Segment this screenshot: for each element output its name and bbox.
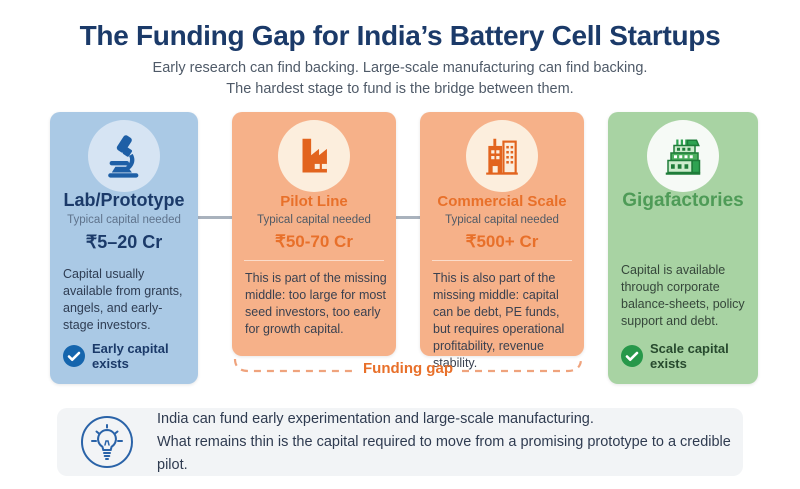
microscope-icon [88, 120, 160, 192]
card-divider [244, 260, 384, 261]
buildings-icon [466, 120, 538, 192]
card-divider [432, 260, 572, 261]
card-body: This is also part of the missing middle:… [433, 271, 565, 370]
subtitle-line-1: Early research can find backing. Large-s… [152, 60, 648, 76]
capital-needed-label: Typical capital needed [67, 214, 181, 226]
card-pilot-line: Pilot Line Typical capital needed ₹50-70… [232, 112, 396, 356]
card-body: This is part of the missing middle: too … [245, 271, 387, 336]
connector-line-pilot-commercial [396, 216, 420, 219]
check-icon [621, 345, 643, 367]
insight-box: India can fund early experimentation and… [57, 408, 743, 476]
stages-row: Lab/Prototype Typical capital needed ₹5–… [50, 112, 758, 384]
subtitle-line-2: The hardest stage to fund is the bridge … [226, 81, 574, 97]
card-body: Capital is available through corporate b… [621, 263, 745, 328]
status-badge: Early capital exists [63, 341, 198, 371]
check-icon [63, 345, 85, 367]
capital-amount: ₹50-70 Cr [275, 232, 353, 251]
page-title: The Funding Gap for India’s Battery Cell… [79, 20, 721, 51]
capital-amount: ₹5–20 Cr [85, 232, 163, 252]
card-gigafactories: Gigafactories Capital is available throu… [608, 112, 758, 384]
insight-line-2: What remains thin is the capital require… [157, 433, 731, 473]
dashed-bracket-icon [233, 358, 583, 373]
status-badge: Scale capital exists [621, 341, 758, 371]
card-commercial-scale: Commercial Scale Typical capital needed … [420, 112, 584, 370]
capital-needed-label: Typical capital needed [445, 214, 559, 226]
funding-gap-bracket: Funding gap [232, 358, 584, 382]
factory-icon [278, 120, 350, 192]
badge-label: Early capital exists [92, 341, 169, 371]
gigafactory-icon [647, 120, 719, 192]
card-title: Gigafactories [622, 190, 744, 211]
insight-line-1: India can fund early experimentation and… [157, 410, 594, 427]
card-body: Capital usually available from grants, a… [63, 267, 183, 332]
capital-amount: ₹500+ Cr [465, 232, 539, 251]
card-title: Pilot Line [280, 193, 348, 210]
connector-line-lab-pilot [198, 216, 232, 219]
card-lab-prototype: Lab/Prototype Typical capital needed ₹5–… [50, 112, 198, 384]
capital-needed-label: Typical capital needed [257, 214, 371, 226]
insight-text: India can fund early experimentation and… [157, 408, 743, 477]
badge-label: Scale capital exists [650, 341, 729, 371]
lightbulb-icon [79, 414, 135, 470]
card-title: Commercial Scale [437, 193, 567, 210]
card-title: Lab/Prototype [63, 190, 185, 210]
subtitle: Early research can find backing. Large-s… [0, 58, 800, 100]
funding-gap-label: Funding gap [363, 360, 453, 377]
